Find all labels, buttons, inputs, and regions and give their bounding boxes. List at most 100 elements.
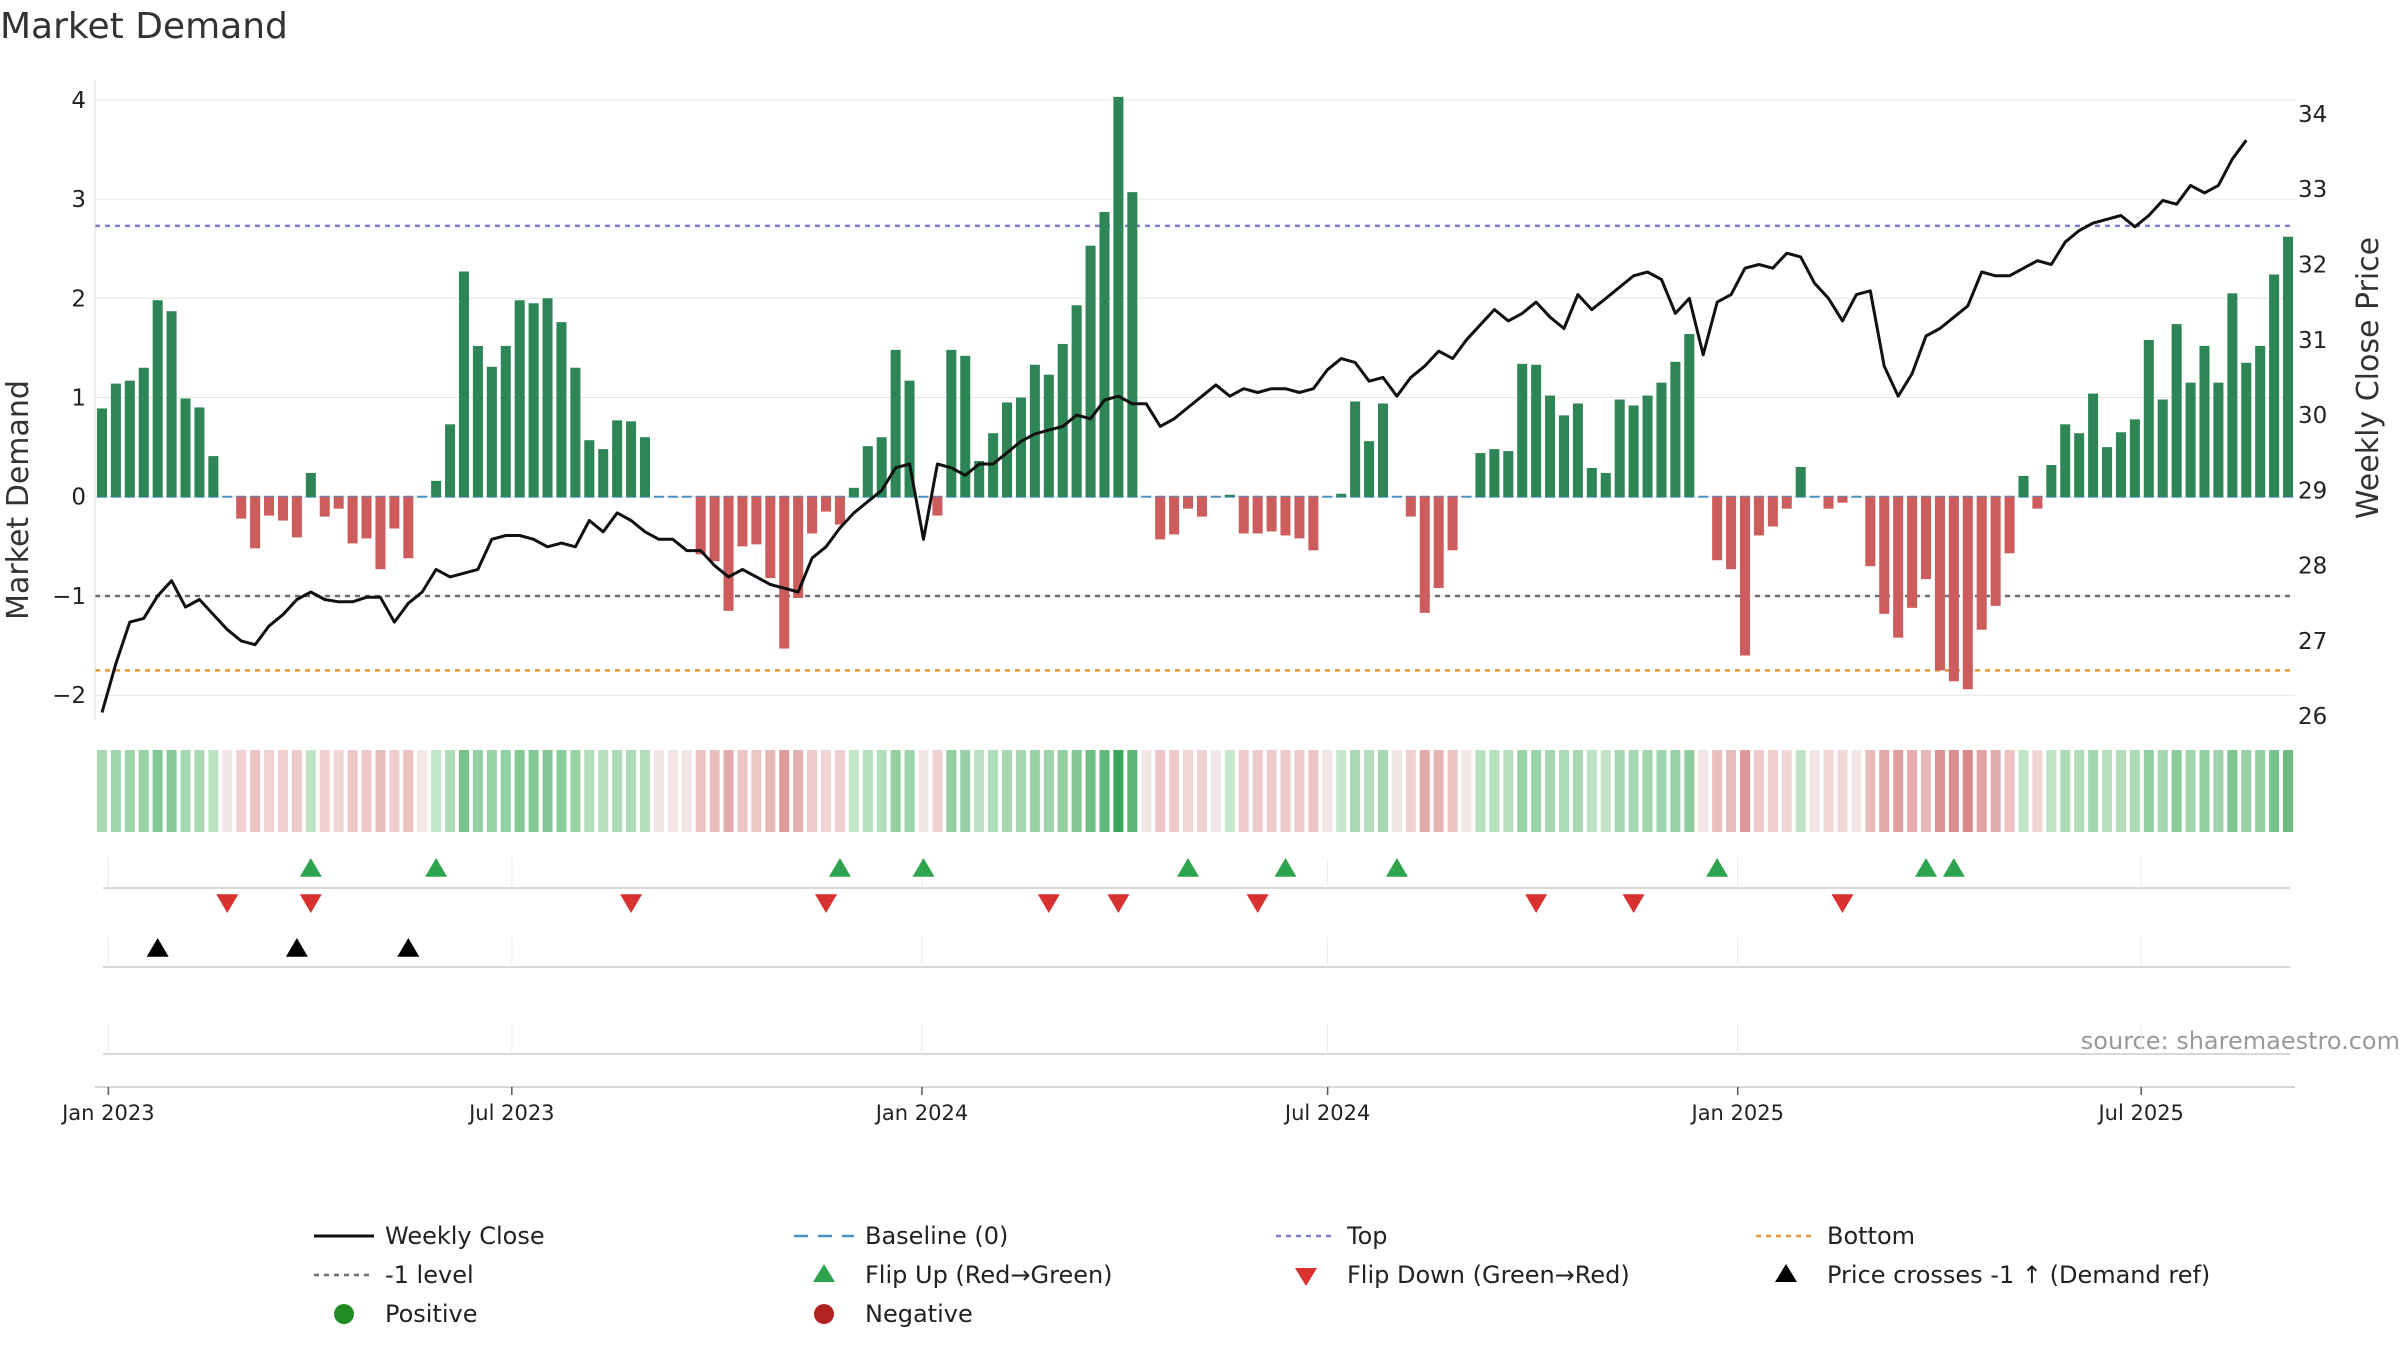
demand-bar bbox=[1823, 496, 1834, 509]
demand-bar bbox=[1015, 397, 1026, 497]
heat-cell bbox=[765, 750, 776, 832]
heat-cell bbox=[1739, 750, 1751, 832]
event-marker-rows bbox=[95, 858, 2295, 1088]
heat-cell bbox=[542, 750, 553, 832]
legend-label: Flip Down (Green→Red) bbox=[1347, 1261, 1630, 1289]
heat-cell bbox=[500, 750, 511, 832]
y-tick-label: 0 bbox=[71, 485, 86, 511]
demand-bar bbox=[1921, 496, 1932, 580]
demand-bar bbox=[166, 311, 177, 497]
heat-cell bbox=[1322, 750, 1333, 832]
demand-bar bbox=[1071, 305, 1082, 497]
heat-cell bbox=[291, 750, 302, 832]
heat-cell bbox=[681, 750, 692, 832]
heat-cell bbox=[904, 750, 915, 832]
demand-bar bbox=[765, 496, 776, 579]
demand-bar bbox=[458, 271, 469, 497]
demand-bar bbox=[1350, 401, 1361, 497]
legend-label: Baseline (0) bbox=[865, 1222, 1008, 1250]
heat-cell bbox=[1280, 750, 1291, 832]
legend-label: Weekly Close bbox=[385, 1222, 545, 1250]
legend-swatch-up-triangle bbox=[1775, 1264, 1797, 1282]
demand-bar bbox=[890, 349, 901, 497]
demand-bar bbox=[612, 420, 623, 497]
heat-cell bbox=[222, 750, 233, 832]
heat-cell bbox=[1183, 750, 1194, 832]
weekly-close-line bbox=[100, 139, 2248, 713]
flip-down-marker bbox=[815, 894, 838, 913]
heat-cell bbox=[1600, 750, 1611, 832]
demand-bar bbox=[1893, 496, 1904, 638]
demand-bar bbox=[1948, 496, 1959, 682]
heat-cell bbox=[737, 750, 748, 832]
demand-bar bbox=[445, 424, 456, 497]
demand-bar bbox=[1113, 96, 1124, 497]
heat-cell bbox=[695, 750, 706, 832]
heat-cell bbox=[667, 750, 678, 832]
demand-bar bbox=[1002, 402, 1013, 497]
demand-bar bbox=[2283, 236, 2294, 497]
demand-bar bbox=[305, 472, 316, 497]
demand-bar bbox=[1628, 405, 1639, 497]
legend-swatch-dot bbox=[814, 1304, 834, 1324]
heat-cell bbox=[988, 750, 999, 832]
demand-bar bbox=[375, 496, 386, 570]
heat-cell bbox=[1141, 750, 1152, 832]
heat-cell bbox=[2269, 750, 2280, 832]
heat-cell bbox=[2129, 750, 2140, 832]
heat-cell bbox=[2143, 750, 2154, 832]
heat-cell bbox=[445, 750, 456, 832]
heat-cell bbox=[138, 750, 149, 832]
heat-cell bbox=[2032, 750, 2043, 832]
heat-cell bbox=[1419, 750, 1430, 832]
heat-cell bbox=[1447, 750, 1458, 832]
heat-cell bbox=[236, 750, 247, 832]
flip-down-marker bbox=[1622, 894, 1645, 913]
legend-label: Flip Up (Red→Green) bbox=[865, 1261, 1113, 1289]
heat-cell bbox=[528, 750, 539, 832]
price-cross-marker bbox=[397, 938, 420, 957]
heat-cell bbox=[1851, 750, 1862, 832]
heat-cell bbox=[1809, 750, 1820, 832]
heat-cell bbox=[2088, 750, 2099, 832]
demand-bar bbox=[1712, 496, 1723, 561]
y-tick-label: 4 bbox=[71, 88, 86, 114]
demand-bar bbox=[639, 437, 651, 497]
demand-bar bbox=[1183, 496, 1194, 509]
x-tick-label: Jan 2025 bbox=[1690, 1101, 1785, 1125]
demand-bar bbox=[2060, 424, 2071, 497]
heat-cell bbox=[2004, 750, 2015, 832]
demand-bar bbox=[876, 437, 887, 497]
demand-bar bbox=[1503, 451, 1514, 497]
demand-bar bbox=[2143, 339, 2154, 497]
demand-bar bbox=[1753, 496, 1764, 536]
x-tick-label: Jul 2024 bbox=[1283, 1101, 1370, 1125]
demand-bar bbox=[626, 421, 637, 497]
heat-cell bbox=[1002, 750, 1013, 832]
demand-bar bbox=[1726, 496, 1737, 570]
demand-bar bbox=[264, 496, 275, 516]
demand-bar bbox=[361, 496, 372, 539]
demand-bar bbox=[779, 496, 790, 649]
demand-bar bbox=[486, 366, 497, 497]
heat-cell bbox=[1391, 750, 1402, 832]
heat-cell bbox=[1726, 750, 1737, 832]
heat-cell bbox=[807, 750, 818, 832]
demand-bar bbox=[1907, 496, 1918, 608]
legend-label: -1 level bbox=[385, 1261, 474, 1289]
demand-bar bbox=[1336, 493, 1347, 497]
demand-bar bbox=[389, 496, 400, 529]
heat-cell bbox=[1684, 750, 1695, 832]
heat-cell bbox=[1990, 750, 2001, 832]
heat-cell bbox=[1224, 750, 1235, 832]
demand-bar bbox=[793, 496, 804, 598]
demand-bar bbox=[1990, 496, 2001, 606]
y-tick-label: 3 bbox=[71, 187, 86, 213]
heat-cell bbox=[458, 750, 469, 832]
demand-bar bbox=[862, 446, 873, 497]
demand-bar bbox=[1252, 496, 1263, 534]
heat-cell bbox=[1781, 750, 1792, 832]
heat-cell bbox=[1921, 750, 1932, 832]
heat-cell bbox=[2227, 750, 2238, 832]
demand-bar bbox=[904, 380, 915, 497]
